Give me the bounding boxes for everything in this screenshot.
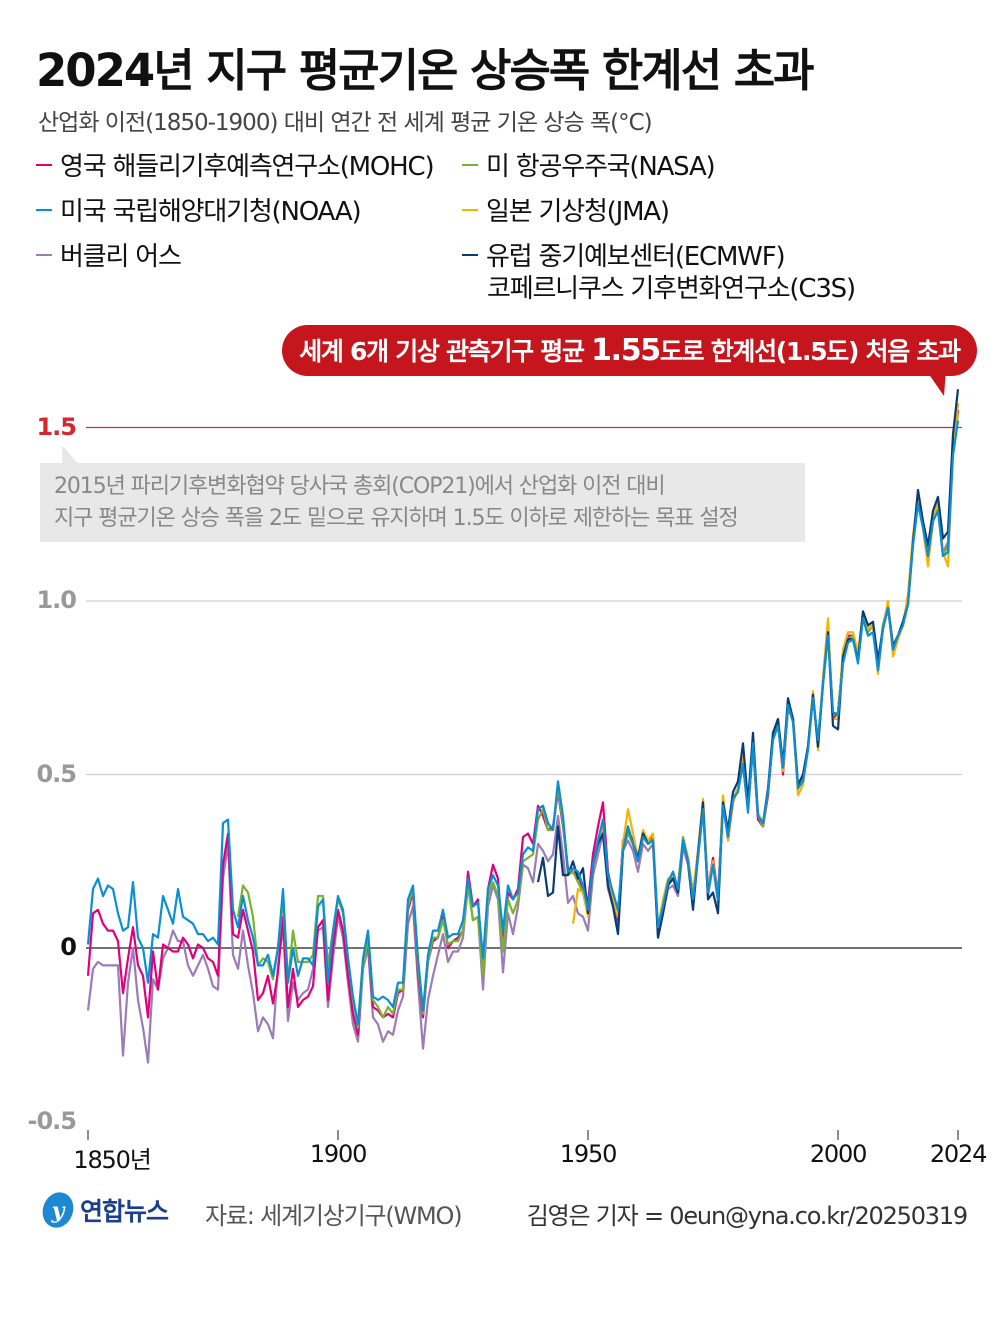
y-tick-label: 0 [60, 933, 77, 961]
legend-swatch [462, 253, 478, 256]
source: 자료: 세계기상기구(WMO) [205, 1202, 463, 1230]
chart-title: 2024년 지구 평균기온 상승폭 한계선 초과 [36, 44, 815, 97]
legend-label: 일본 기상청(JMA) [486, 197, 670, 227]
chart-subtitle: 산업화 이전(1850-1900) 대비 연간 전 세계 평균 기온 상승 폭(… [38, 110, 653, 136]
legend-label-line2: 코페르니쿠스 기후변화연구소(C3S) [487, 274, 856, 304]
y-tick-label: 0.5 [36, 759, 77, 788]
y-tick-label: 1.0 [36, 586, 77, 614]
legend-label: 미 항공우주국(NASA) [486, 152, 716, 182]
x-tick-label: 1950 [559, 1140, 617, 1168]
y-tick-label: 1.5 [36, 412, 77, 441]
note-line-1: 2015년 파리기후변화협약 당사국 총회(COP21)에서 산업화 이전 대비 [54, 474, 666, 499]
yonhap-logo-icon: y [42, 1192, 74, 1228]
legend-item-mohc: 영국 해들리기후예측연구소(MOHC) [36, 151, 435, 183]
callout-text-pre: 세계 6개 기상 관측기구 평균 [299, 337, 592, 366]
legend-item-ecmwf: 유럽 중기예보센터(ECMWF) 코페르니쿠스 기후변화연구소(C3S) [462, 241, 856, 305]
legend-label: 영국 해들리기후예측연구소(MOHC) [60, 152, 435, 182]
series-line-noaa [86, 420, 960, 1026]
x-tick-label: 1900 [309, 1140, 367, 1168]
legend-item-nasa: 미 항공우주국(NASA) [462, 151, 716, 183]
legend-label: 미국 국립해양대기청(NOAA) [60, 197, 362, 227]
legend-item-berkeley: 버클리 어스 [36, 241, 182, 273]
x-tick-label: 2000 [809, 1140, 867, 1168]
note-pointer [62, 445, 80, 466]
note-line-2: 지구 평균기온 상승 폭을 2도 밑으로 유지하며 1.5도 이하로 제한하는 … [54, 506, 739, 531]
svg-text:y: y [51, 1198, 67, 1224]
legend-label: 유럽 중기예보센터(ECMWF) [486, 242, 786, 272]
x-tick-label: 2024 [929, 1140, 987, 1168]
logo-text: 연합뉴스 [80, 1197, 169, 1226]
legend-label: 버클리 어스 [60, 242, 182, 272]
legend-item-jma: 일본 기상청(JMA) [462, 196, 670, 228]
legend-item-noaa: 미국 국립해양대기청(NOAA) [36, 196, 362, 228]
legend-swatch [462, 163, 478, 166]
x-tick-label: 1850년 [73, 1146, 151, 1174]
paris-agreement-note: 2015년 파리기후변화협약 당사국 총회(COP21)에서 산업화 이전 대비… [40, 463, 805, 542]
legend-swatch [36, 253, 52, 256]
legend-swatch [36, 208, 52, 211]
callout-value: 1.55 [591, 333, 661, 368]
legend-swatch [462, 208, 478, 211]
legend-swatch [36, 163, 52, 166]
yonhap-logo: y 연합뉴스 [40, 1190, 169, 1230]
callout-banner: 세계 6개 기상 관측기구 평균 1.55도로 한계선(1.5도) 처음 초과 [282, 325, 977, 376]
callout-pointer [926, 370, 946, 396]
callout-text-post: 도로 한계선(1.5도) 처음 초과 [659, 337, 961, 366]
y-tick-label: -0.5 [27, 1106, 77, 1135]
credit: 김영은 기자 = 0eun@yna.co.kr/20250319 [526, 1202, 968, 1230]
